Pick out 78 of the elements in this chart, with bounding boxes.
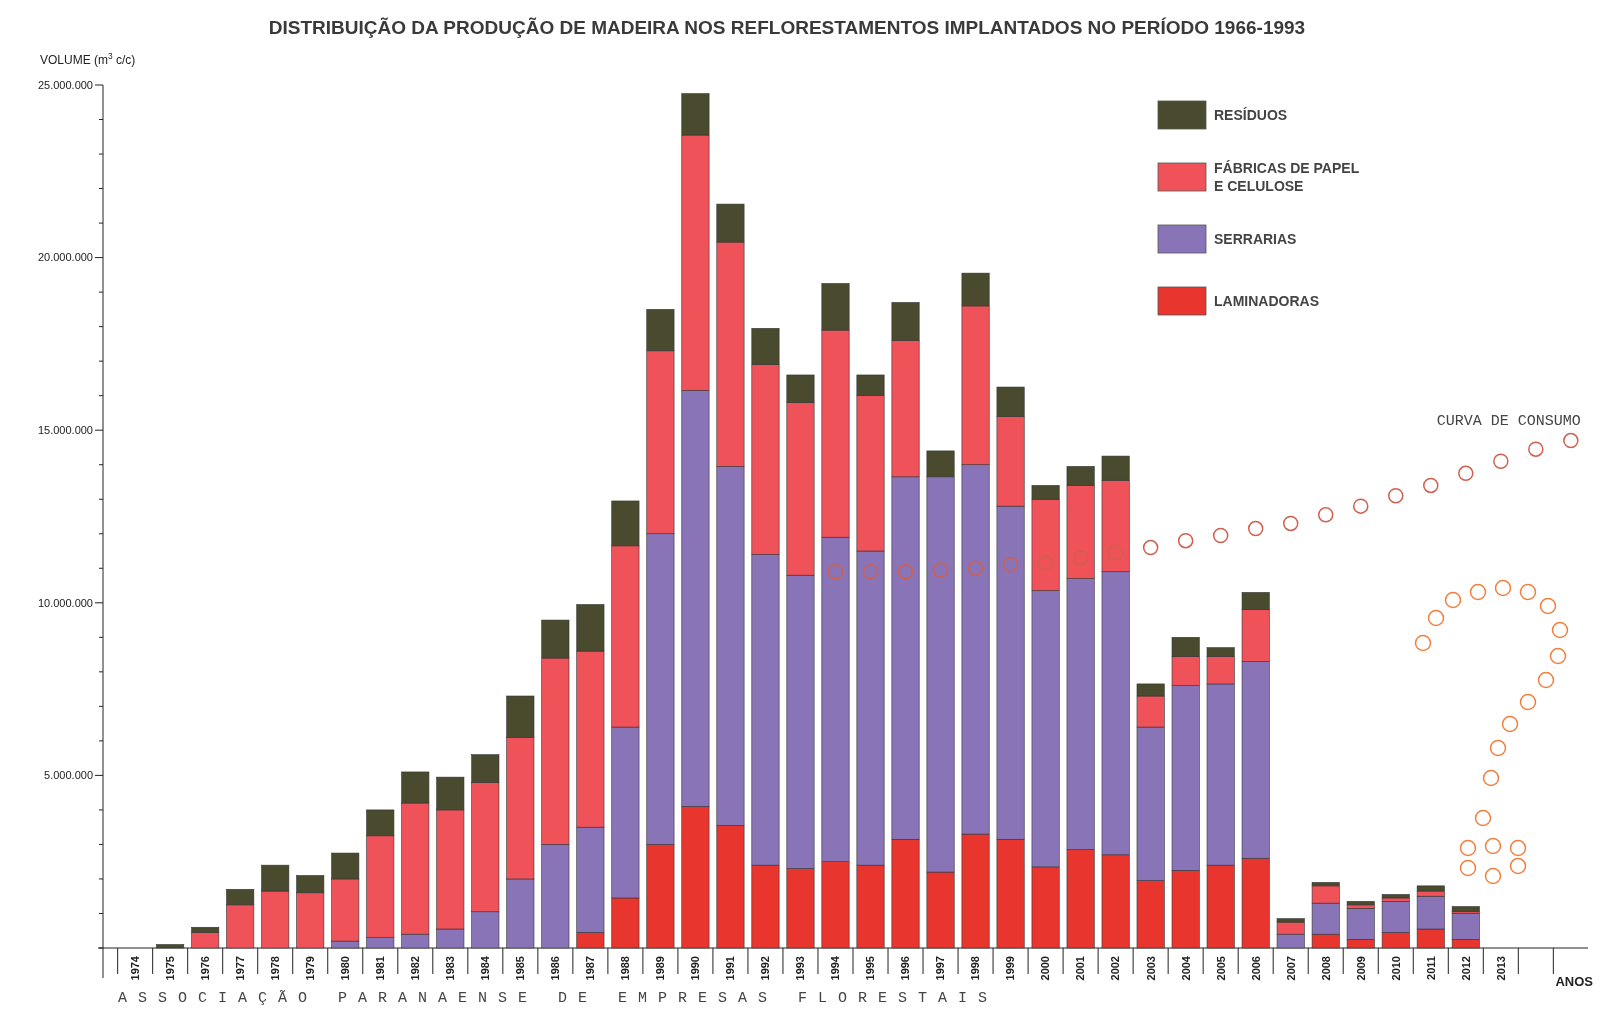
- point: [1423, 477, 1439, 494]
- point: [1388, 488, 1404, 504]
- x-tick-label: 1985: [514, 956, 527, 981]
- x-tick-label: 1995: [864, 956, 877, 981]
- x-tick-label: 2001: [1074, 956, 1087, 981]
- point: [1282, 515, 1299, 532]
- point: [1528, 441, 1544, 457]
- x-tick-label: 2004: [1179, 955, 1192, 981]
- point: [1002, 557, 1019, 573]
- x-tick-label: 2003: [1144, 956, 1157, 981]
- point: [1212, 527, 1229, 544]
- x-tick-label: 1996: [899, 956, 912, 981]
- point: [827, 563, 844, 580]
- x-tick-label: 1974: [129, 955, 142, 981]
- y-tick-label: 25.000.000: [37, 78, 93, 91]
- x-tick-label: 2011: [1424, 956, 1437, 980]
- x-tick-label: 1992: [759, 956, 772, 981]
- x-tick-label: 2010: [1389, 956, 1402, 981]
- x-tick-label: 1977: [234, 956, 247, 981]
- point: [1352, 498, 1369, 514]
- x-axis-title: ANOS: [1555, 974, 1594, 989]
- x-tick-label: 2006: [1249, 956, 1262, 981]
- chart-title: DISTRIBUIÇÃO DA PRODUÇÃO DE MADEIRA NOS REFLORESTAMENTOS IMPLANTADOS NO PERÍODO 1966-1993: [268, 17, 1306, 38]
- y-axis-title: VOLUME (m$^{3}$ c/c): [40, 51, 136, 67]
- point: [1247, 520, 1264, 537]
- point: [967, 560, 984, 577]
- y-tick-label: 20.000.000: [37, 251, 93, 264]
- x-tick-label: 2012: [1459, 956, 1472, 981]
- legend-label: RESÍDUOS: [1214, 106, 1288, 123]
- x-tick-label: 1990: [689, 956, 702, 981]
- series-label: CURVA DE CONSUMO: [1436, 412, 1581, 430]
- x-tick-label: 2005: [1214, 956, 1227, 981]
- x-tick-label: 1994: [829, 955, 842, 981]
- x-tick-label: 1976: [199, 956, 212, 981]
- point: [1563, 432, 1579, 449]
- bar: [156, 944, 185, 949]
- point: [1107, 545, 1124, 561]
- y-tick-label: 15.000.000: [37, 424, 93, 437]
- x-tick-label: 1999: [1004, 956, 1017, 981]
- x-tick-label: 1997: [934, 956, 947, 981]
- point: [1493, 453, 1509, 470]
- legend-label: LAMINADORAS: [1214, 292, 1319, 309]
- legend-label: SERRARIAS: [1214, 230, 1297, 247]
- x-tick-label: 1998: [969, 956, 982, 981]
- x-tick-label: 1981: [374, 956, 387, 981]
- y-tick-label: 10.000.000: [37, 596, 93, 609]
- x-tick-label: 2009: [1354, 956, 1367, 981]
- x-tick-label: 1989: [654, 956, 667, 981]
- x-tick-label: 1982: [409, 956, 422, 981]
- x-tick-label: 1978: [269, 956, 282, 981]
- x-tick-label: 2000: [1039, 956, 1052, 981]
- point: [897, 563, 914, 580]
- text: ASSOCIAÇÃO PARANAENSE DE EMPRESAS FLORESTAIS: [118, 990, 999, 1007]
- point: [862, 563, 879, 580]
- point: [1317, 507, 1334, 523]
- point: [1177, 532, 1194, 549]
- point: [1072, 550, 1089, 566]
- x-tick-label: 1983: [444, 956, 457, 981]
- point: [1037, 555, 1054, 571]
- x-tick-label: 1987: [584, 956, 597, 981]
- point: [1142, 539, 1159, 556]
- x-tick-label: 1988: [619, 956, 632, 981]
- x-tick-label: 2007: [1284, 956, 1297, 981]
- x-tick-label: 1991: [724, 956, 737, 981]
- x-tick-label: 1975: [164, 956, 177, 981]
- x-tick-label: 1979: [304, 956, 317, 981]
- x-tick-label: 2008: [1319, 956, 1332, 981]
- legend-label: FÁBRICAS DE PAPEL E CELULOSE: [1214, 159, 1360, 194]
- x-tick-label: 1993: [794, 956, 807, 981]
- bar: [1451, 906, 1480, 913]
- x-tick-label: 1980: [339, 956, 352, 981]
- y-tick-label: 5.000.000: [44, 769, 93, 782]
- point: [932, 562, 949, 578]
- x-tick-label: 2002: [1109, 956, 1122, 981]
- x-tick-label: 1984: [479, 955, 492, 981]
- point: [1458, 465, 1474, 482]
- x-tick-label: 1986: [549, 956, 562, 981]
- x-tick-label: 2013: [1494, 956, 1507, 981]
